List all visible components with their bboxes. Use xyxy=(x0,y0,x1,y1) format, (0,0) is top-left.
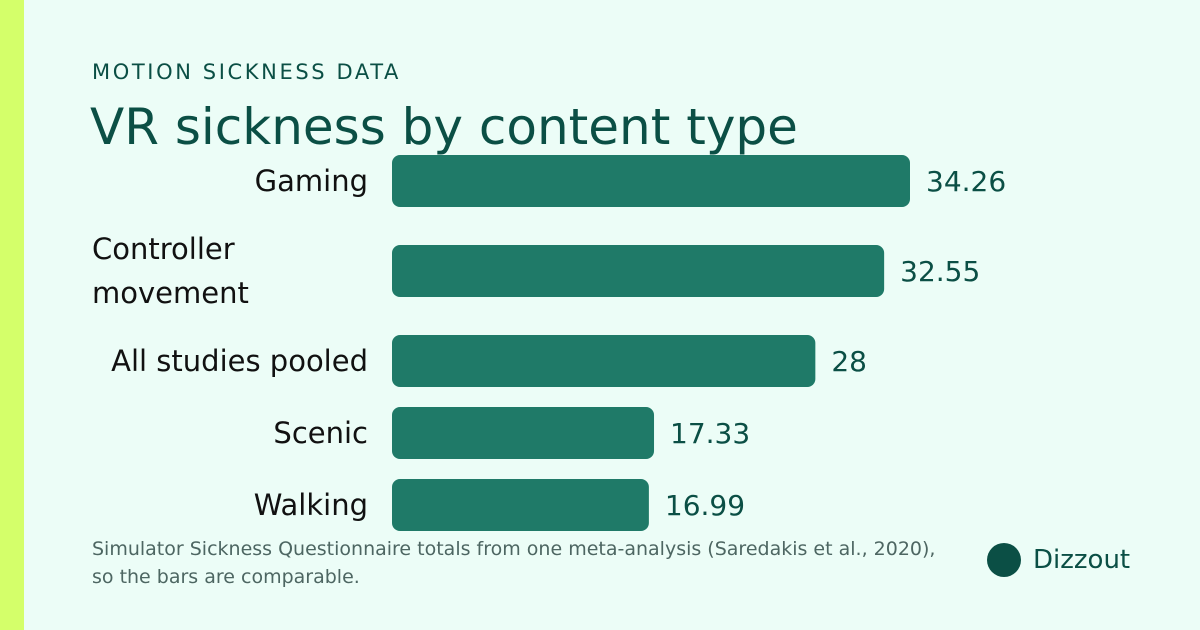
value-label: 32.55 xyxy=(900,255,980,288)
value-label: 34.26 xyxy=(926,165,1006,198)
footnote: Simulator Sickness Questionnaire totals … xyxy=(92,538,936,588)
legend-label: Dizzout xyxy=(1033,545,1131,575)
legend-swatch xyxy=(987,543,1021,577)
bar-controller-movement xyxy=(392,245,885,297)
category-label: All studies pooled xyxy=(111,344,368,378)
bar-gaming xyxy=(392,155,910,207)
eyebrow-label: MOTION SICKNESS DATA xyxy=(92,60,401,84)
bar-scenic xyxy=(392,407,655,459)
value-label: 28 xyxy=(831,345,867,378)
legend: Dizzout xyxy=(987,543,1130,577)
chart-title: VR sickness by content type xyxy=(90,98,798,156)
bar-walking xyxy=(392,479,649,531)
bar-all-studies-pooled xyxy=(392,335,816,387)
accent-bar xyxy=(0,0,24,630)
category-label: Gaming xyxy=(255,164,368,198)
category-label: Scenic xyxy=(273,416,368,450)
value-label: 16.99 xyxy=(665,489,745,522)
value-label: 17.33 xyxy=(670,417,750,450)
category-label: Walking xyxy=(254,488,368,522)
category-label: Controller movement xyxy=(92,232,249,310)
